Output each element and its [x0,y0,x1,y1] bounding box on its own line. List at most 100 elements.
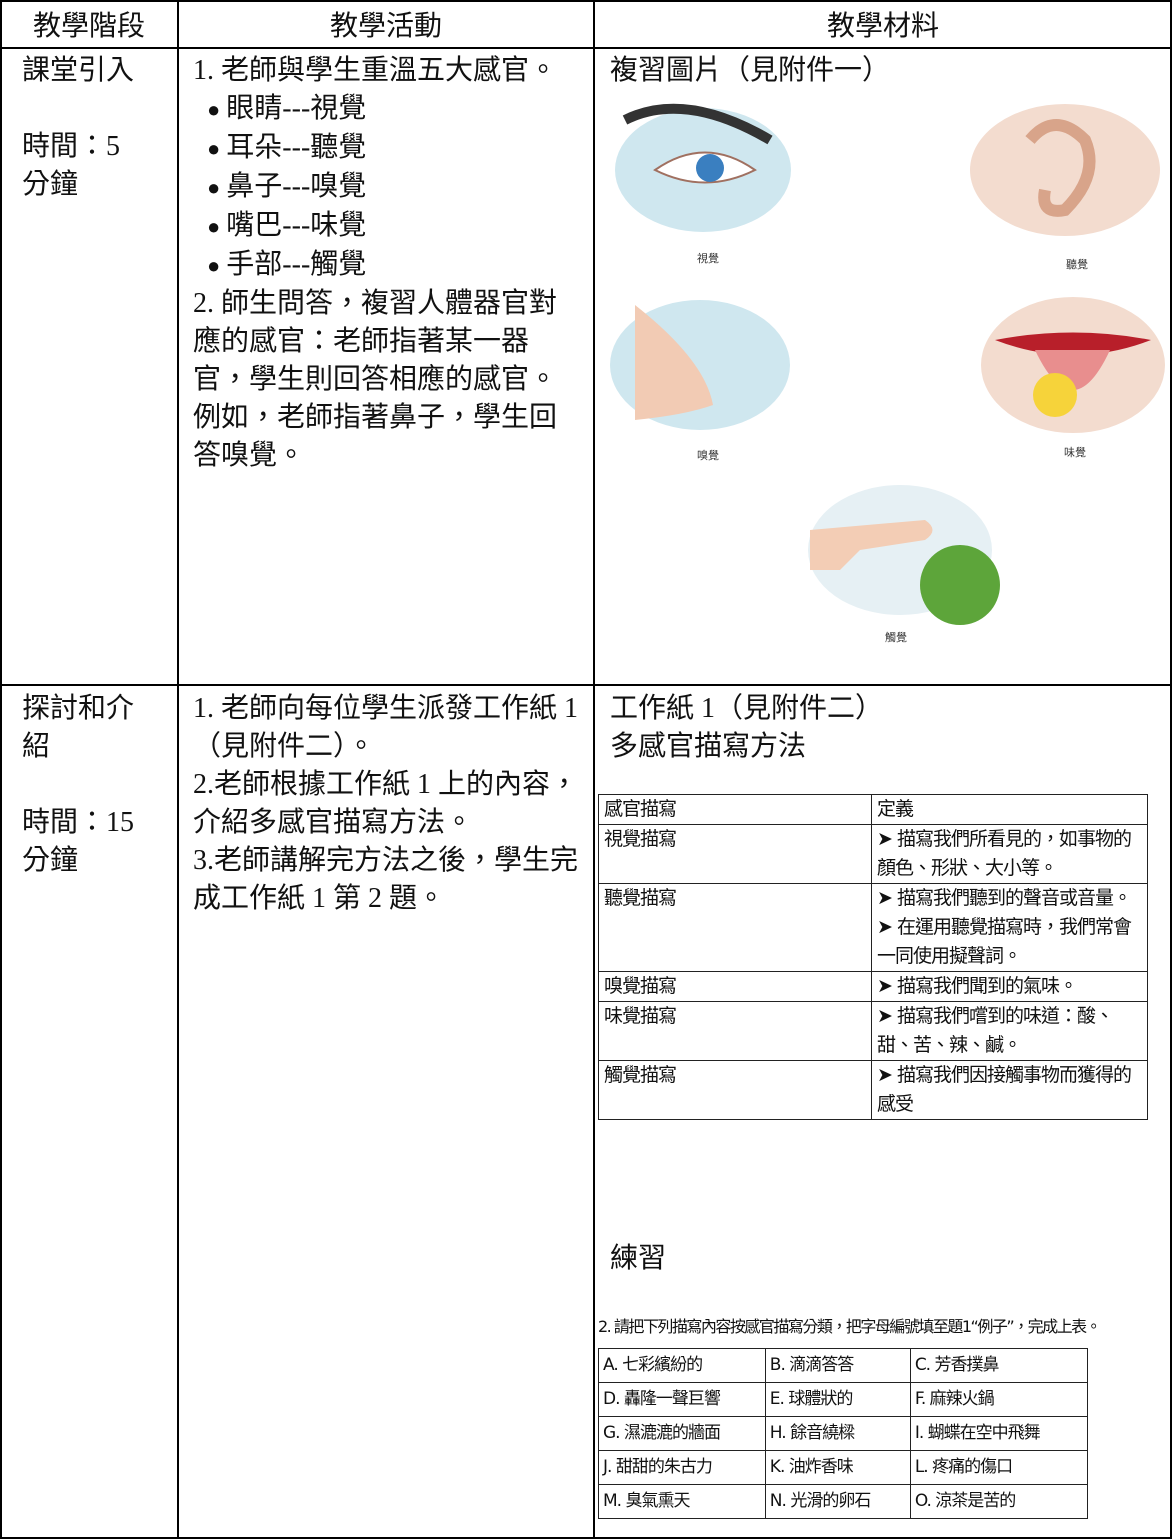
practice-table: A. 七彩繽紛的 B. 滴滴答答 C. 芳香撲鼻 D. 轟隆一聲巨響 E. 球體狀的 F.… [598,1348,1089,1519]
time: 分鐘 [22,845,79,876]
practice-title: 練習 [610,1243,667,1274]
header: 教學活動 [329,11,442,42]
paragraph: 1. 老師與學生重溫五大感官。 [193,55,558,86]
cell: 味覺描寫 [598,1001,872,1061]
cell: 觸覺描寫 [598,1060,872,1120]
step: 1. 老師向每位學生派發工作紙 1（見附件二）。 [193,693,579,762]
row: A. 七彩繽紛的 B. 滴滴答答 C. 芳香撲鼻 [598,1348,1089,1383]
brow [622,103,773,145]
cell: 聽覺描寫 [598,883,872,972]
option: F. 麻辣火鍋 [909,1382,1089,1417]
time: 時間：5 [22,131,121,162]
worksheet-table: 感官描寫 定義 視覺描寫 ➤ 描寫我們所看見的，如事物的顏色、形狀、大小等。 聽… [598,794,1148,1120]
rule [0,1537,1172,1539]
definition: ➤ 描寫我們聽到的聲音或音量。 [877,887,1132,909]
definition: ➤ 在運用聽覺描寫時，我們常會一同使用擬聲詞。 [877,916,1132,967]
caption: 視覺 [697,252,719,265]
stage: 課堂引入 [22,55,135,86]
option: B. 滴滴答答 [764,1348,911,1383]
row: G. 濕漉漉的牆面 H. 餘音繞樑 I. 蝴蝶在空中飛舞 [598,1416,1089,1451]
question: 2. 請把下列描寫內容按感官描寫分類，把字母編號填至題1“例子”，完成上表。 [598,1317,1102,1336]
definition: ➤ 描寫我們嚐到的味道：酸、甜、苦、辣、鹹。 [877,1005,1114,1056]
option: K. 油炸香味 [764,1450,911,1485]
bullet: 眼睛---視覺 [207,90,583,129]
nose [635,305,713,420]
cell: 感官描寫 [598,794,872,825]
bullet: 手部---觸覺 [207,246,583,285]
bullet: 嘴巴---味覺 [207,207,583,246]
row: 觸覺描寫 ➤ 描寫我們因接觸事物而獲得的感受 [598,1060,1148,1120]
option: L. 疼痛的傷口 [909,1450,1089,1485]
rule [177,0,179,1539]
tongue [1035,350,1110,390]
option: J. 甜甜的朱古力 [598,1450,766,1485]
option: H. 餘音繞樑 [764,1416,911,1451]
cell: ➤ 描寫我們聽到的聲音或音量。 ➤ 在運用聽覺描寫時，我們常會一同使用擬聲詞。 [871,883,1148,972]
row: J. 甜甜的朱古力 K. 油炸香味 L. 疼痛的傷口 [598,1450,1089,1485]
cell: ➤ 描寫我們嚐到的味道：酸、甜、苦、辣、鹹。 [871,1001,1148,1061]
stage-cell: 探討和介 紹 時間：15 分鐘 [22,690,172,880]
option: N. 光滑的卵石 [764,1484,911,1519]
rule [593,0,595,1539]
activity-cell: 1. 老師與學生重溫五大感官。 眼睛---視覺 耳朵---聽覺 鼻子---嗅覺 … [193,52,583,475]
option: A. 七彩繽紛的 [598,1348,766,1383]
cell: ➤ 描寫我們聞到的氣味。 [871,971,1148,1002]
paragraph: 2. 師生問答，複習人體器官對應的感官：老師指著某一器官，學生則回答相應的感官。… [193,288,558,471]
materials-cell: 工作紙 1（見附件二） 多感官描寫方法 [610,690,1160,766]
activity-cell: 1. 老師向每位學生派發工作紙 1（見附件二）。 2.老師根據工作紙 1 上的內… [193,690,583,918]
option: I. 蝴蝶在空中飛舞 [909,1416,1089,1451]
materials-subtitle: 多感官描寫方法 [610,731,807,762]
caption: 嗅覺 [697,449,719,462]
definition: ➤ 描寫我們因接觸事物而獲得的感受 [877,1064,1132,1115]
row: 味覺描寫 ➤ 描寫我們嚐到的味道：酸、甜、苦、辣、鹹。 [598,1001,1148,1061]
rule [0,0,1172,2]
rule [1170,0,1172,1539]
rule [0,0,2,1539]
bullet: 鼻子---嗅覺 [207,168,583,207]
step: 2.老師根據工作紙 1 上的內容，介紹多感官描寫方法。 [193,769,579,838]
time: 時間：15 [22,807,135,838]
header: 教學階段 [32,11,145,42]
option: O. 涼茶是苦的 [909,1484,1089,1519]
stage: 探討和介 [22,693,135,724]
option: E. 球體狀的 [764,1382,911,1417]
melon [920,545,1000,625]
cell: ➤ 描寫我們因接觸事物而獲得的感受 [871,1060,1148,1120]
caption: 味覺 [1064,446,1086,459]
row: 感官描寫 定義 [598,794,1148,825]
option: G. 濕漉漉的牆面 [598,1416,766,1451]
stage: 紹 [22,731,51,762]
row: 嗅覺描寫 ➤ 描寫我們聞到的氣味。 [598,971,1148,1002]
stage-cell: 課堂引入 時間：5 分鐘 [22,52,172,204]
row: D. 轟隆一聲巨響 E. 球體狀的 F. 麻辣火鍋 [598,1382,1089,1417]
materials-title: 工作紙 1（見附件二） [610,693,884,724]
row: M. 臭氣熏天 N. 光滑的卵石 O. 涼茶是苦的 [598,1484,1089,1519]
materials-title: 複習圖片（見附件一） [610,55,891,86]
caption: 觸覺 [885,631,907,644]
step: 3.老師講解完方法之後，學生完成工作紙 1 第 2 題。 [193,845,579,914]
option: M. 臭氣熏天 [598,1484,766,1519]
bullet: 耳朵---聽覺 [207,129,583,168]
illustrations [610,103,1165,625]
definition: ➤ 描寫我們所看見的，如事物的顏色、形狀、大小等。 [877,828,1132,879]
cell: 定義 [871,794,1148,825]
iris [696,154,724,182]
ear-bg [970,104,1160,236]
finger [810,520,933,570]
row: 聽覺描寫 ➤ 描寫我們聽到的聲音或音量。 ➤ 在運用聽覺描寫時，我們常會一同使用… [598,883,1148,972]
lips [995,332,1151,355]
rule [0,47,1172,49]
caption: 聽覺 [1066,258,1088,271]
option: C. 芳香撲鼻 [909,1348,1089,1383]
cell: ➤ 描寫我們所看見的，如事物的顏色、形狀、大小等。 [871,824,1148,884]
time: 分鐘 [22,169,79,200]
bullet-list: 眼睛---視覺 耳朵---聽覺 鼻子---嗅覺 嘴巴---味覺 手部---觸覺 [193,90,583,285]
cell: 視覺描寫 [598,824,872,884]
rule [0,684,1172,686]
option: D. 轟隆一聲巨響 [598,1382,766,1417]
cell: 嗅覺描寫 [598,971,872,1002]
row: 視覺描寫 ➤ 描寫我們所看見的，如事物的顏色、形狀、大小等。 [598,824,1148,884]
